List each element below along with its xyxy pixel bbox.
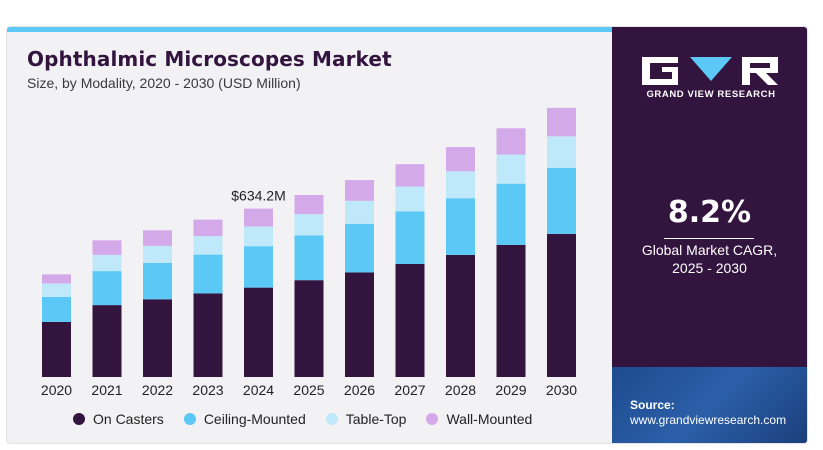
bar-2024-table-top	[244, 226, 273, 247]
x-tick-label-2029: 2029	[495, 382, 526, 398]
bar-2029-wall-mounted	[496, 128, 526, 155]
source-band	[612, 367, 807, 443]
x-tick-label-2030: 2030	[546, 382, 577, 398]
bar-2027-on-casters	[395, 263, 425, 377]
bar-2028-on-casters	[446, 254, 475, 377]
legend-label-table-top: Table-Top	[345, 411, 407, 427]
cagr-value: 8.2%	[667, 195, 752, 230]
bar-2023-ceiling-mounted	[193, 254, 223, 294]
bar-2022-ceiling-mounted	[143, 263, 172, 300]
bar-2023-table-top	[193, 236, 223, 255]
bar-2028-ceiling-mounted	[446, 198, 475, 255]
cagr-label: Global Market CAGR, 2025 - 2030	[612, 241, 807, 277]
chart-title: Ophthalmic Microscopes Market	[27, 47, 392, 71]
legend-swatch-wall-mounted	[426, 413, 439, 425]
bar-2027-table-top	[395, 186, 425, 212]
legend-item-ceiling-mounted: Ceiling-Mounted	[183, 411, 306, 427]
bar-2030-on-casters	[547, 233, 576, 377]
bar-2024-ceiling-mounted	[244, 246, 273, 288]
bar-2025-wall-mounted	[294, 194, 324, 215]
source-url: www.grandviewresearch.com	[630, 413, 787, 427]
bar-2020-ceiling-mounted	[42, 297, 71, 322]
chart-subtitle: Size, by Modality, 2020 - 2030 (USD Mill…	[27, 75, 301, 91]
legend-label-wall-mounted: Wall-Mounted	[446, 411, 533, 427]
x-tick-label-2020: 2020	[41, 382, 72, 398]
bar-2029-ceiling-mounted	[496, 183, 526, 245]
bar-2025-ceiling-mounted	[294, 235, 324, 281]
legend-label-on-casters: On Casters	[93, 411, 164, 427]
bar-2029-table-top	[496, 154, 526, 184]
legend-label-ceiling-mounted: Ceiling-Mounted	[203, 411, 306, 427]
bar-2026-wall-mounted	[345, 180, 374, 201]
bar-2025-on-casters	[294, 280, 324, 377]
accent-bar	[7, 27, 612, 32]
bar-2026-ceiling-mounted	[345, 223, 374, 273]
legend-item-wall-mounted: Wall-Mounted	[426, 411, 532, 427]
bar-2025-table-top	[294, 214, 324, 236]
logo-text: GRAND VIEW RESEARCH	[646, 89, 776, 100]
bar-2022-wall-mounted	[143, 230, 172, 246]
cagr-label-line2: 2025 - 2030	[672, 260, 747, 276]
legend-item-on-casters: On Casters	[73, 411, 164, 427]
bar-2030-ceiling-mounted	[547, 167, 576, 234]
x-tick-label-2023: 2023	[192, 382, 223, 398]
bar-2022-table-top	[143, 245, 172, 263]
bar-2028-table-top	[446, 171, 475, 199]
x-tick-label-2021: 2021	[91, 382, 122, 398]
legend-swatch-on-casters	[73, 413, 85, 425]
x-tick-label-2027: 2027	[394, 382, 425, 398]
bar-2028-wall-mounted	[446, 147, 475, 172]
x-tick-label-2024: 2024	[243, 382, 274, 398]
legend-item-table-top: Table-Top	[325, 411, 407, 427]
bar-2029-on-casters	[496, 244, 526, 377]
bar-2021-on-casters	[92, 305, 122, 377]
bar-2021-wall-mounted	[92, 240, 122, 255]
brand-logo: GRAND VIEW RESEARCH	[638, 53, 784, 103]
x-tick-label-2022: 2022	[142, 382, 173, 398]
legend-swatch-ceiling-mounted	[183, 413, 196, 425]
bar-2020-table-top	[42, 283, 71, 298]
bar-2020-on-casters	[42, 321, 71, 377]
bar-2026-table-top	[345, 200, 374, 224]
chart-legend: On Casters Ceiling-Mounted Table-Top Wall-M…	[73, 409, 532, 429]
bar-2026-on-casters	[345, 272, 374, 377]
logo-mark-icon	[642, 57, 778, 85]
source-label: Source:	[630, 398, 675, 412]
bar-2023-on-casters	[193, 293, 223, 377]
x-tick-label-2025: 2025	[293, 382, 324, 398]
bar-2030-table-top	[547, 136, 576, 168]
bar-2030-wall-mounted	[547, 107, 576, 137]
legend-swatch-table-top	[325, 413, 338, 425]
side-panel: GRAND VIEW RESEARCH 8.2% Global Market C…	[612, 27, 807, 443]
bar-2027-wall-mounted	[395, 164, 425, 187]
bar-2021-table-top	[92, 254, 122, 272]
x-tick-label-2028: 2028	[445, 382, 476, 398]
bar-2024-on-casters	[244, 287, 273, 377]
cagr-label-line1: Global Market CAGR,	[641, 242, 778, 258]
data-label-2024: $634.2M	[231, 188, 285, 204]
x-tick-label-2026: 2026	[344, 382, 375, 398]
cagr-divider	[664, 238, 754, 239]
bar-2020-wall-mounted	[42, 274, 71, 284]
bar-2023-wall-mounted	[193, 219, 223, 237]
stacked-bar-chart: 2020 2021 2022 2023 $634.2M 2024 2025 2026 2027 2…	[41, 107, 577, 398]
bar-2022-on-casters	[143, 299, 172, 377]
bar-2021-ceiling-mounted	[92, 271, 122, 306]
chart-card: Ophthalmic Microscopes Market Size, by M…	[6, 26, 808, 444]
bar-2027-ceiling-mounted	[395, 211, 425, 264]
bar-2024-wall-mounted	[244, 208, 273, 227]
